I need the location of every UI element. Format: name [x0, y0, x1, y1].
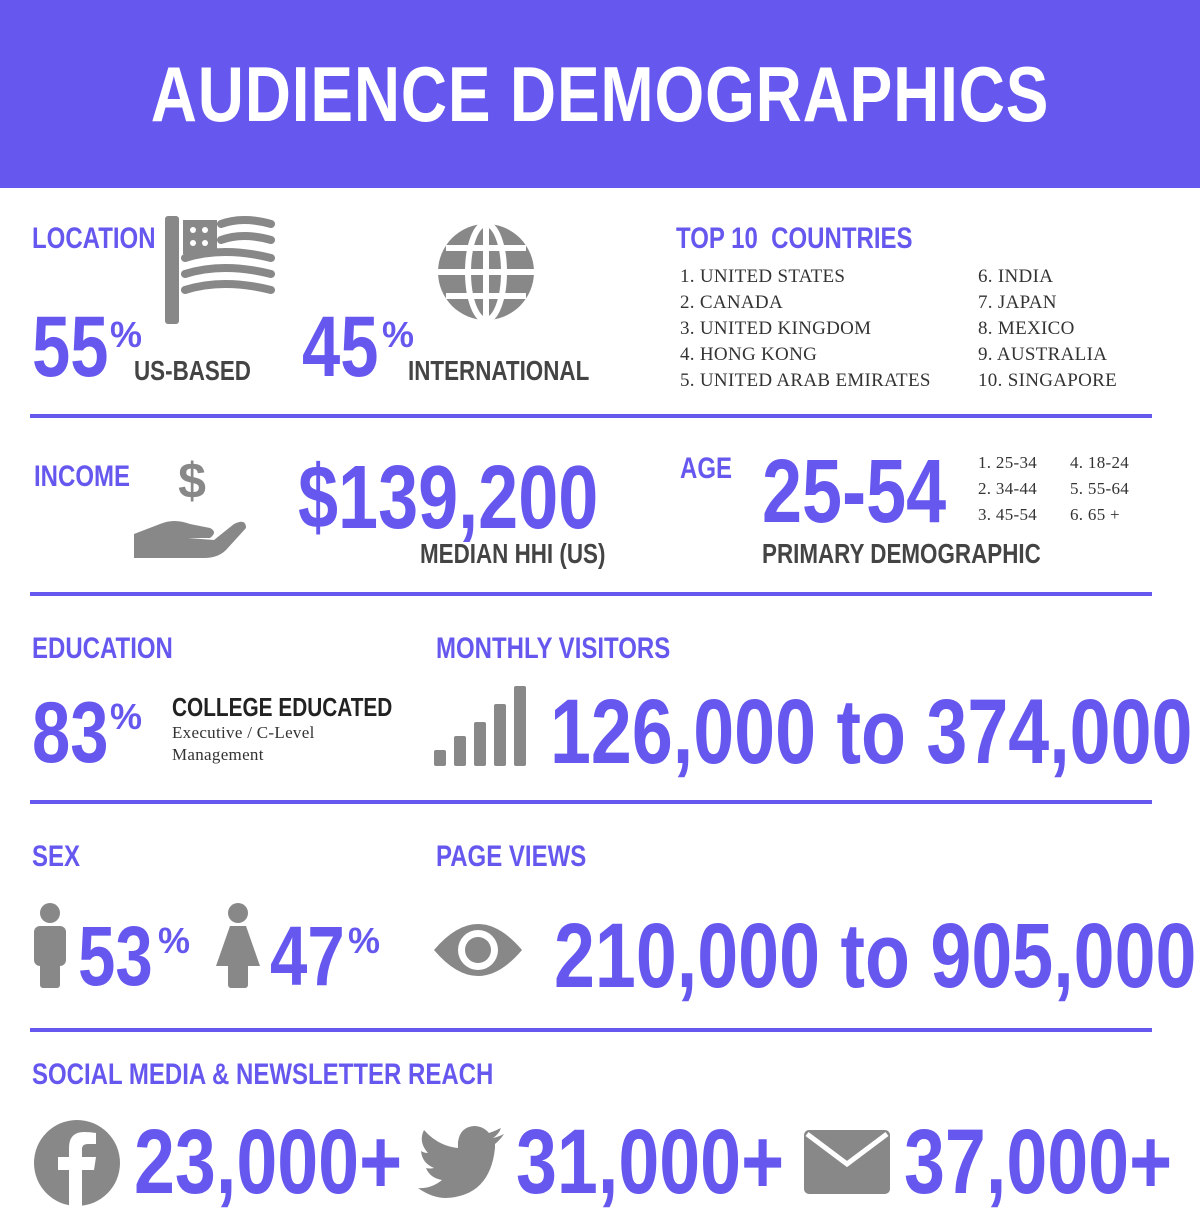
education-label: EDUCATION: [32, 632, 173, 665]
list-item: 3. 45-54: [978, 505, 1038, 524]
twitter-reach-value: 31,000+: [516, 1111, 785, 1213]
age-value: 25-54: [762, 442, 947, 542]
age-caption: PRIMARY DEMOGRAPHIC: [762, 538, 1041, 569]
income-label: INCOME: [34, 460, 130, 493]
us-percent-unit: %: [110, 314, 143, 355]
divider: [30, 414, 1152, 418]
hand-dollar-icon: $: [134, 452, 248, 562]
list-item: 6. 65 +: [1070, 505, 1120, 524]
top-countries-label: TOP 10 COUNTRIES: [676, 222, 913, 255]
list-item: 10. SINGAPORE: [978, 370, 1118, 391]
income-value: $139,200: [298, 448, 599, 548]
us-percent-value: 55: [32, 299, 109, 395]
envelope-icon: [804, 1130, 890, 1194]
list-item: 4. HONG KONG: [680, 344, 818, 365]
countries-list-col2: 6. INDIA 7. JAPAN 8. MEXICO 9. AUSTRALIA…: [978, 264, 1117, 394]
education-sub-line: Executive / C-Level: [172, 723, 315, 742]
international-caption: INTERNATIONAL: [408, 355, 590, 386]
list-item: 1. UNITED STATES: [680, 266, 846, 287]
female-percent-unit: %: [348, 920, 381, 961]
male-percent-unit: %: [158, 920, 191, 961]
signal-bars-icon: [434, 686, 526, 766]
divider: [30, 800, 1152, 804]
location-label: LOCATION: [32, 222, 156, 255]
female-icon: [216, 902, 260, 988]
list-item: 5. UNITED ARAB EMIRATES: [680, 370, 931, 391]
education-unit: %: [110, 696, 143, 737]
intl-percent-unit: %: [382, 314, 415, 355]
male-icon: [32, 902, 68, 988]
male-percent-value: 53: [78, 909, 153, 1003]
email-reach-value: 37,000+: [904, 1111, 1173, 1213]
list-item: 5. 55-64: [1070, 479, 1130, 498]
list-item: 6. INDIA: [978, 266, 1054, 287]
age-label: AGE: [680, 452, 733, 485]
education-sub-line: Management: [172, 745, 264, 764]
education-caption: COLLEGE EDUCATED: [172, 692, 393, 722]
header-banner: [0, 0, 1200, 188]
list-item: 8. MEXICO: [978, 318, 1075, 339]
education-subtext: Executive / C-Level Management: [172, 722, 315, 766]
female-percent-value: 47: [270, 909, 345, 1003]
education-value: 83: [32, 685, 109, 781]
income-caption: MEDIAN HHI (US): [420, 538, 606, 569]
divider: [30, 1028, 1152, 1032]
facebook-icon: [34, 1120, 120, 1206]
svg-text:$: $: [178, 453, 206, 509]
list-item: 1. 25-34: [978, 453, 1038, 472]
eye-icon: [432, 918, 524, 982]
sex-label: SEX: [32, 840, 81, 873]
countries-list-col1: 1. UNITED STATES 2. CANADA 3. UNITED KIN…: [680, 264, 931, 394]
list-item: 2. CANADA: [680, 292, 783, 313]
visitors-label: MONTHLY VISITORS: [436, 632, 671, 665]
twitter-icon: [418, 1126, 504, 1198]
visitors-value: 126,000 to 374,000: [550, 681, 1193, 783]
page-title: AUDIENCE DEMOGRAPHICS: [150, 50, 1050, 138]
facebook-reach-value: 23,000+: [134, 1111, 403, 1213]
pageviews-label: PAGE VIEWS: [436, 840, 587, 873]
list-item: 4. 18-24: [1070, 453, 1130, 472]
intl-percent-value: 45: [302, 299, 379, 395]
us-based-caption: US-BASED: [134, 355, 251, 386]
age-list-col1: 1. 25-34 2. 34-44 3. 45-54: [978, 450, 1037, 528]
age-list-col2: 4. 18-24 5. 55-64 6. 65 +: [1070, 450, 1129, 528]
list-item: 2. 34-44: [978, 479, 1038, 498]
flag-icon: [163, 216, 275, 324]
social-label: SOCIAL MEDIA & NEWSLETTER REACH: [32, 1058, 494, 1091]
list-item: 3. UNITED KINGDOM: [680, 318, 872, 339]
divider: [30, 592, 1152, 596]
pageviews-value: 210,000 to 905,000: [554, 905, 1197, 1007]
list-item: 7. JAPAN: [978, 292, 1057, 313]
globe-icon: [434, 220, 538, 324]
list-item: 9. AUSTRALIA: [978, 344, 1108, 365]
